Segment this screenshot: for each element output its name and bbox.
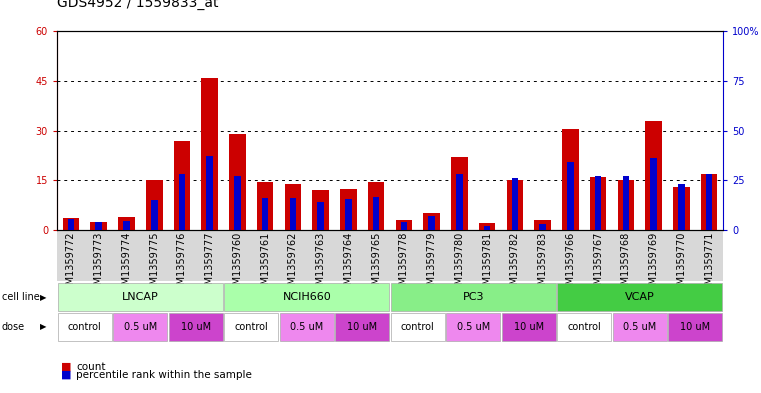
Bar [645, 121, 662, 230]
Text: 10 uM: 10 uM [347, 322, 377, 332]
Text: ▶: ▶ [40, 323, 46, 331]
Bar [368, 182, 384, 230]
Text: control: control [68, 322, 102, 332]
Bar [229, 134, 246, 230]
Text: LNCAP: LNCAP [122, 292, 159, 302]
Bar [622, 176, 629, 230]
Bar [484, 226, 490, 230]
Text: control: control [568, 322, 601, 332]
Bar [595, 176, 601, 230]
Bar [507, 180, 523, 230]
Text: ■: ■ [61, 362, 72, 372]
Bar [617, 180, 634, 230]
Text: ▶: ▶ [40, 293, 46, 301]
Text: 0.5 uM: 0.5 uM [124, 322, 157, 332]
Bar [673, 187, 689, 230]
Text: 0.5 uM: 0.5 uM [290, 322, 323, 332]
Bar [62, 219, 79, 230]
Bar [118, 217, 135, 230]
Bar [91, 222, 107, 230]
Bar [285, 184, 301, 230]
Bar [206, 156, 213, 230]
Text: 10 uM: 10 uM [680, 322, 710, 332]
Bar [312, 190, 329, 230]
Bar [373, 197, 380, 230]
Bar [650, 158, 657, 230]
Bar [123, 221, 130, 230]
Bar [534, 220, 551, 230]
Text: 0.5 uM: 0.5 uM [457, 322, 490, 332]
Text: PC3: PC3 [463, 292, 484, 302]
Bar [540, 224, 546, 230]
Text: percentile rank within the sample: percentile rank within the sample [76, 369, 252, 380]
Bar [68, 219, 75, 230]
Text: count: count [76, 362, 106, 372]
Bar [400, 222, 407, 230]
Bar [151, 200, 158, 230]
Bar [256, 182, 273, 230]
Bar [146, 180, 163, 230]
Bar [340, 189, 357, 230]
Bar [456, 174, 463, 230]
Bar [290, 198, 296, 230]
Text: cell line: cell line [2, 292, 40, 302]
Text: control: control [234, 322, 268, 332]
Bar [451, 157, 468, 230]
Bar [511, 178, 518, 230]
Bar [479, 223, 495, 230]
Text: dose: dose [2, 322, 24, 332]
Bar [174, 141, 190, 230]
Bar [202, 78, 218, 230]
Text: 10 uM: 10 uM [514, 322, 544, 332]
Bar [234, 176, 240, 230]
Bar [705, 174, 712, 230]
Text: control: control [401, 322, 435, 332]
Text: GDS4952 / 1559833_at: GDS4952 / 1559833_at [57, 0, 218, 10]
Bar [317, 202, 324, 230]
Bar [590, 177, 607, 230]
Bar [562, 129, 578, 230]
Bar [701, 174, 718, 230]
Bar [95, 222, 102, 230]
Text: 0.5 uM: 0.5 uM [623, 322, 656, 332]
Text: ■: ■ [61, 369, 72, 380]
Bar [396, 220, 412, 230]
Bar [262, 198, 269, 230]
Text: VCAP: VCAP [625, 292, 654, 302]
Bar [678, 184, 685, 230]
Text: NCIH660: NCIH660 [282, 292, 331, 302]
Bar [428, 216, 435, 230]
Bar [179, 174, 185, 230]
Bar [423, 213, 440, 230]
Text: 10 uM: 10 uM [180, 322, 211, 332]
Bar [567, 162, 574, 230]
Bar [345, 199, 352, 230]
